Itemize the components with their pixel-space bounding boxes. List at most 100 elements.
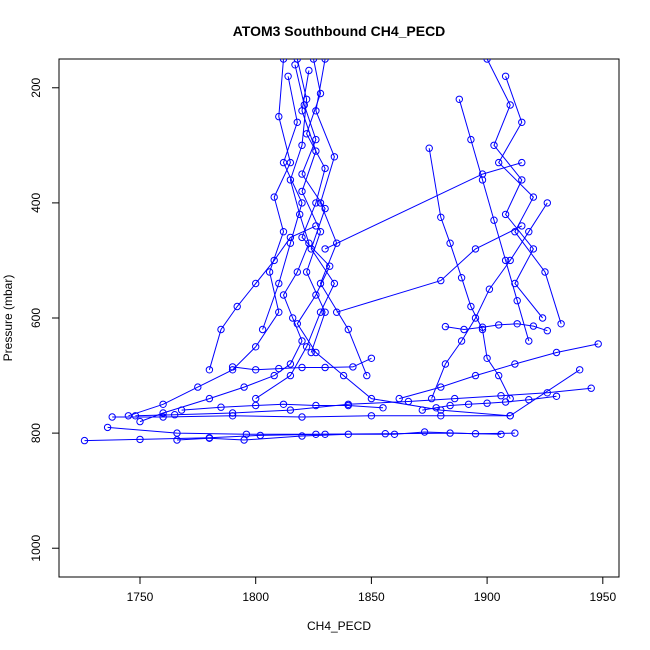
data-point [159,400,167,408]
data-point [478,170,487,178]
data-point [316,89,325,98]
data-point [312,147,320,155]
data-point [529,245,538,253]
data-point [275,364,283,373]
y-tick-label: 200 [29,77,43,97]
data-point [205,434,214,442]
data-point [284,72,292,81]
data-point [432,404,440,412]
data-point [495,158,503,167]
data-point [437,276,445,285]
data-point [159,409,167,417]
series-line [112,369,580,418]
data-point [511,279,519,288]
data-point [136,417,144,426]
data-point [205,366,214,374]
data-point [529,193,538,201]
data-point [518,176,526,184]
data-point [525,396,533,404]
data-point [298,413,306,421]
data-point [312,401,320,410]
series-line [255,64,335,400]
data-point [286,406,295,414]
x-tick-label: 1800 [242,590,269,604]
data-point [506,256,514,265]
x-tick-label: 1950 [589,590,616,604]
data-point [363,371,371,380]
data-point [467,135,475,144]
data-point [217,403,225,411]
data-point [321,204,329,213]
data-point [131,412,140,420]
data-point [344,325,352,334]
data-point [316,308,325,316]
data-point [321,164,329,173]
data-point [543,199,551,207]
data-point [258,325,267,334]
x-tick-label: 1900 [474,590,501,604]
data-point [529,322,538,330]
data-point [228,363,237,371]
data-point [339,371,348,380]
data-point [279,59,288,63]
data-point [451,394,459,403]
series-line [208,225,317,370]
data-point [501,398,510,406]
data-point [330,153,339,161]
data-point [538,314,547,322]
data-point [513,297,521,305]
data-point [457,337,466,345]
series-line [486,59,543,319]
data-point [367,354,376,362]
data-point [467,302,475,311]
data-point [404,397,413,406]
data-point [270,193,278,201]
data-point [541,268,549,276]
data-point [309,59,318,63]
data-point [594,340,602,348]
data-point [298,233,306,242]
data-point [513,320,521,328]
data-point [552,348,561,357]
data-point [275,279,283,288]
data-point [420,428,429,436]
data-point [279,228,288,236]
data-point [205,394,214,403]
data-point [471,430,480,438]
series-line [315,59,368,376]
data-point [367,412,376,420]
data-point [379,404,387,412]
data-point [457,274,466,282]
data-point [437,412,445,420]
data-point [525,337,533,345]
data-point [173,429,181,437]
data-point [302,268,311,276]
data-point [483,399,491,407]
data-point [321,430,329,438]
data-point [252,343,260,351]
data-point [427,394,436,403]
data-point [316,228,325,236]
data-point [490,216,498,224]
data-point [478,325,487,334]
series-line [324,162,522,250]
y-tick-label: 600 [29,308,43,328]
series-line [445,323,548,332]
data-point [124,412,133,420]
x-tick-label: 1750 [127,590,154,604]
data-point [390,430,399,438]
data-point [495,371,503,380]
data-point [177,406,186,414]
data-point [307,348,315,357]
data-point [305,66,313,75]
series-line [498,76,562,324]
data-point [173,436,181,444]
data-point [316,199,325,207]
data-point [312,107,320,115]
data-point [490,141,498,150]
data-point [437,383,445,391]
data-point [511,360,519,368]
data-point [252,394,260,403]
data-point [252,366,260,374]
data-point [286,371,295,380]
